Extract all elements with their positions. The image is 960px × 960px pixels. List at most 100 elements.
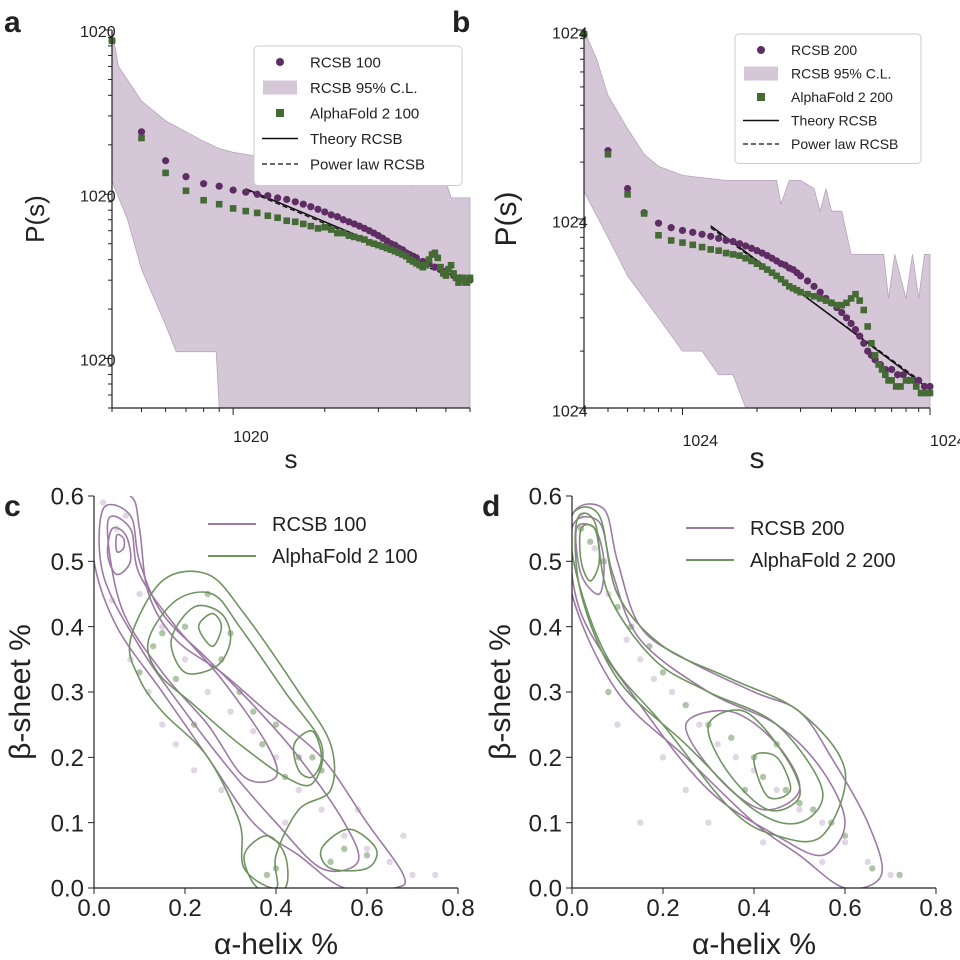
rcsb-point-a-20 [345, 218, 353, 226]
af-point-a-15 [314, 225, 322, 232]
rcsb-point-c-11 [250, 728, 257, 735]
rcsb-point-d-20 [705, 819, 712, 826]
x-axis-label-a: s [285, 444, 298, 474]
af-point-b-31 [828, 299, 835, 307]
af-point-a-18 [334, 229, 341, 237]
af-point-a-16 [321, 223, 329, 231]
rcsb-point-b-9 [707, 232, 715, 240]
af-point-b-42 [875, 361, 882, 368]
af-point-b-46 [888, 377, 895, 384]
af-point-a-27 [379, 243, 387, 250]
af-point-a-56 [466, 274, 474, 282]
af-point-b-40 [868, 339, 875, 347]
text: 1020 [233, 429, 269, 446]
rcsb-point-c-23 [159, 721, 166, 728]
plot-area-c [94, 496, 439, 888]
rcsb-point-b-34 [842, 314, 851, 322]
af-point-d-17 [869, 865, 876, 872]
rcsb-point-b-45 [894, 371, 902, 379]
legend-label-power-a: Power law RCSB [310, 156, 425, 173]
text: 1024 [552, 214, 588, 231]
af-contour-d-3 [707, 709, 801, 812]
rcsb-point-c-10 [172, 741, 180, 748]
legend-label-band-b: RCSB 95% C.L. [791, 66, 891, 82]
rcsb-point-d-6 [668, 688, 676, 696]
af-point-c-16 [363, 852, 371, 859]
y-tick-label-c-1: 0.1 [51, 810, 84, 837]
rcsb-point-d-12 [796, 806, 803, 813]
af-point-a-39 [422, 261, 430, 269]
rcsb-point-b-11 [722, 236, 730, 245]
text: 1024 [552, 25, 588, 42]
legend-label-rcsb-b: RCSB 200 [791, 42, 857, 58]
af-point-b-34 [843, 299, 850, 307]
af-contour-d-1 [574, 512, 824, 825]
text: 1024 [930, 433, 960, 450]
af-point-a-10 [274, 214, 281, 222]
rcsb-point-b-4 [654, 219, 663, 227]
af-point-a-4 [200, 196, 207, 204]
af-point-d-18 [896, 871, 903, 879]
text: 1020 [80, 188, 116, 205]
af-point-a-30 [391, 247, 399, 255]
rcsb-point-c-0 [99, 499, 107, 506]
rcsb-point-c-2 [122, 512, 130, 519]
af-point-a-44 [437, 263, 444, 271]
af-contour-d-0 [572, 506, 847, 843]
af-point-b-22 [781, 279, 789, 287]
panel-b: 1024 1024 1024 1024 1024 s P(s) RCSB 200 RCSB 95… [490, 25, 960, 475]
x-tick-label-c-2: 0.4 [259, 895, 292, 922]
legend-label-rcsb-a: RCSB 100 [310, 54, 381, 71]
af-point-d-9 [728, 734, 735, 741]
af-point-a-7 [242, 207, 250, 215]
rcsb-point-d-23 [819, 858, 826, 866]
rcsb-point-c-22 [190, 767, 198, 774]
af-point-b-38 [860, 306, 868, 314]
rcsb-point-a-15 [314, 205, 322, 213]
rcsb-point-d-9 [732, 754, 739, 761]
af-point-d-12 [782, 786, 790, 794]
af-point-c-9 [309, 754, 316, 761]
af-point-c-17 [172, 675, 180, 683]
legend-d: RCSB 200 AlphaFold 2 200 [686, 518, 896, 572]
af-point-a-31 [395, 249, 403, 257]
rcsb-point-a-39 [431, 263, 439, 271]
af-point-b-53 [922, 389, 929, 397]
af-point-b-28 [810, 292, 818, 300]
rcsb-point-c-19 [409, 871, 416, 879]
af-contour-d-2 [578, 523, 601, 582]
legend-label-af-b: AlphaFold 2 200 [791, 89, 893, 105]
rcsb-point-c-18 [386, 858, 393, 866]
rcsb-point-a-3 [182, 173, 190, 181]
af-point-b-23 [785, 283, 793, 290]
rcsb-point-a-10 [274, 194, 282, 202]
legend-key-rcsb-a [276, 58, 284, 66]
rcsb-point-a-12 [291, 198, 299, 206]
rcsb-point-d-16 [887, 871, 894, 879]
x-tick-label-c-4: 0.8 [441, 895, 474, 922]
af-point-b-41 [871, 352, 879, 359]
y-axis-label-a: P(s) [20, 195, 50, 243]
rcsb-point-c-17 [363, 845, 371, 852]
legend-label-band-a: RCSB 95% C.L. [310, 80, 418, 97]
af-point-a-2 [162, 169, 169, 177]
rcsb-point-a-9 [264, 192, 272, 200]
rcsb-point-d-22 [759, 839, 767, 846]
rcsb-point-d-13 [819, 819, 826, 826]
rcsb-point-c-20 [432, 871, 439, 879]
rcsb-point-b-33 [838, 308, 846, 317]
rcsb-point-b-10 [715, 234, 723, 242]
y-tick-label-c-4: 0.4 [51, 614, 84, 641]
y-tick-label-d-0: 0.0 [529, 876, 562, 903]
af-point-a-1 [138, 134, 145, 142]
y-tick-label-d-6: 0.6 [529, 484, 562, 511]
af-point-a-20 [345, 232, 353, 239]
x-axis-label-d: α-helix % [692, 928, 816, 960]
y-tick-label-d-2: 0.2 [529, 745, 562, 772]
panel-a: 1020 1020 1020 1020 s P(s) RCSB 100 RCSB 95% C.… [20, 24, 474, 474]
y-tick-label-c-0: 0.0 [51, 876, 84, 903]
y-tick-label-c-2: 0.2 [51, 745, 84, 772]
af-point-b-6 [679, 239, 686, 246]
af-point-b-14 [742, 254, 749, 262]
rcsb-point-b-28 [810, 282, 818, 290]
